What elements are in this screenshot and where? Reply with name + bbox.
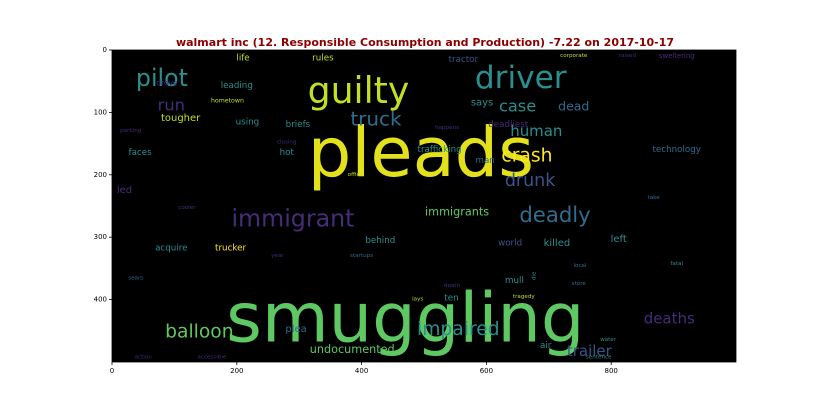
y-tick-label: 400 (94, 296, 107, 304)
word-office: office (348, 172, 364, 178)
word-drunk: drunk (505, 171, 556, 191)
word-deaths: deaths (644, 309, 695, 327)
word-behind: behind (365, 236, 395, 246)
word-mull: mull (505, 276, 524, 286)
word-case: case (499, 97, 536, 116)
word-trailer: trailer (567, 342, 613, 360)
word-man: man (475, 156, 494, 166)
word-using: using (236, 117, 260, 127)
word-accessible: accessible (197, 355, 227, 361)
word-trafficking: trafficking (418, 145, 462, 155)
y-tick-label: 100 (94, 108, 107, 116)
word-balloon: balloon (165, 322, 233, 343)
word-sweltering: sweltering (659, 52, 695, 60)
word-immigrants: immigrants (425, 206, 489, 219)
word-crash: crash (501, 146, 552, 167)
y-tick-label: 200 (94, 171, 107, 179)
word-hot: hot (280, 148, 295, 158)
word-pleads: pleads (308, 113, 534, 193)
x-tick-label: 0 (110, 367, 114, 375)
word-death: death (444, 283, 461, 289)
word-left: left (611, 234, 627, 245)
word-sears: sears (128, 275, 143, 281)
word-closing: closing (277, 139, 297, 145)
word-says: says (471, 98, 493, 109)
x-tick-label: 600 (480, 367, 493, 375)
x-tick-label: 800 (605, 367, 618, 375)
x-tick-label: 200 (230, 367, 243, 375)
word-deadly: deadly (519, 203, 590, 228)
word-rules: rules (312, 54, 334, 64)
word-sentence: sentence (586, 355, 612, 361)
word-leading: leading (221, 81, 253, 91)
word-impaired: impaired (417, 319, 500, 340)
word-hometown: hometown (211, 98, 244, 105)
word-tougher: tougher (161, 113, 201, 124)
word-truck: truck (350, 107, 402, 131)
word-run: run (158, 95, 185, 114)
plot-area (112, 50, 736, 362)
word-action: action (135, 355, 153, 361)
word-guilty: guilty (308, 69, 410, 112)
word-led: led (117, 185, 132, 196)
word-human: human (510, 122, 562, 140)
y-axis: 0 100 200 300 400 (94, 46, 112, 304)
word-acquire: acquire (155, 243, 187, 253)
word-deadliest: deadliest (488, 120, 529, 130)
word-air: air (540, 341, 552, 351)
word-happens: happens (435, 125, 459, 131)
word-cloud: pleads smuggling guilty driver pilot run truck… (117, 52, 701, 360)
chart-title: walmart inc (12. Responsible Consumption… (176, 36, 674, 49)
word-technology: technology (653, 145, 701, 155)
y-tick-label: 300 (94, 233, 107, 241)
word-water: water (600, 337, 617, 343)
word-year: year (271, 253, 284, 259)
word-killed: killed (544, 238, 571, 249)
word-pilot: pilot (136, 64, 188, 92)
word-plea: plea (285, 324, 306, 335)
x-axis: 0 200 400 600 800 (110, 362, 618, 375)
y-tick-label: 0 (103, 46, 107, 54)
word-life: life (236, 54, 249, 64)
word-world: world (498, 238, 522, 248)
word-dead: dead (558, 99, 589, 114)
word-faces: faces (129, 148, 153, 158)
word-corporate: corporate (560, 53, 588, 59)
word-die: die (531, 271, 537, 280)
word-immigrant: immigrant (231, 204, 354, 232)
word-drove: drove (156, 79, 178, 88)
word-smuggling: smuggling (226, 278, 584, 358)
word-local: local (573, 263, 587, 269)
word-store: store (572, 281, 587, 287)
word-startups: startups (350, 253, 373, 259)
word-take: take (648, 195, 661, 201)
word-parking: parking (120, 128, 142, 134)
word-briefs: briefs (286, 120, 311, 130)
word-ten: ten (444, 293, 458, 303)
word-fatal: fatal (670, 261, 683, 267)
word-tragedy: tragedy (513, 294, 536, 300)
word-lays: lays (412, 297, 423, 303)
word-tractor: tractor (449, 55, 479, 65)
word-raised: raised (619, 53, 637, 59)
word-undocumented: undocumented (310, 343, 395, 356)
word-trucker: trucker (215, 243, 246, 253)
word-driver: driver (475, 60, 567, 96)
word-cooler: cooler (178, 205, 196, 211)
x-tick-label: 400 (355, 367, 368, 375)
plot-frame (111, 49, 737, 363)
